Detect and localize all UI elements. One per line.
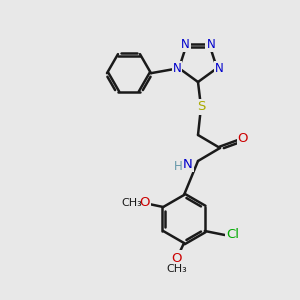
Text: N: N [183,158,193,170]
Text: CH₃: CH₃ [122,198,142,208]
Text: S: S [197,100,205,113]
Text: CH₃: CH₃ [167,264,188,274]
Text: N: N [206,38,215,51]
Text: O: O [238,133,248,146]
Text: N: N [172,62,182,75]
Text: N: N [181,38,190,51]
Text: O: O [172,251,182,265]
Text: Cl: Cl [226,229,239,242]
Text: H: H [174,160,182,172]
Text: N: N [214,62,224,75]
Text: O: O [139,196,149,209]
